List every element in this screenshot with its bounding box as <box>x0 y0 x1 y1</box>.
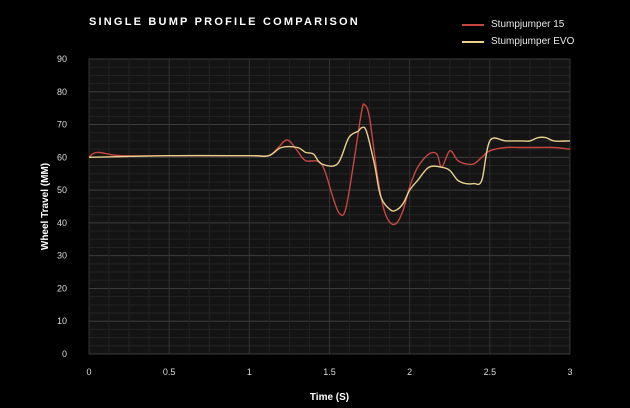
legend-item-series-1: Stumpjumper 15 <box>462 16 574 33</box>
legend-item-series-2: Stumpjumper EVO <box>462 33 574 50</box>
y-tick-label: 70 <box>57 120 67 130</box>
grid <box>88 58 571 355</box>
y-tick-label: 20 <box>57 283 67 293</box>
y-tick-label: 60 <box>57 152 67 162</box>
legend: Stumpjumper 15 Stumpjumper EVO <box>462 16 574 50</box>
tick-labels: 0 10 20 30 40 50 60 70 80 90 0 0.5 1 1.5 2 2.5 3 <box>57 54 573 377</box>
x-tick-label: 2 <box>407 367 412 377</box>
legend-swatch-series-1 <box>462 23 484 26</box>
y-tick-label: 40 <box>57 218 67 228</box>
y-tick-label: 80 <box>57 87 67 97</box>
y-tick-label: 50 <box>57 185 67 195</box>
x-tick-label: 0.5 <box>163 367 176 377</box>
x-axis-label: Time (S) <box>310 392 349 403</box>
x-tick-label: 2.5 <box>484 367 497 377</box>
chart-title: SINGLE BUMP PROFILE COMPARISON <box>89 16 360 28</box>
x-tick-label: 1 <box>247 367 252 377</box>
legend-swatch-series-2 <box>462 40 484 43</box>
y-tick-label: 10 <box>57 316 67 326</box>
x-tick-label: 3 <box>567 367 572 377</box>
y-tick-label: 90 <box>57 54 67 64</box>
y-axis-label: Wheel Travel (MM) <box>40 163 51 250</box>
x-tick-label: 1.5 <box>323 367 336 377</box>
y-tick-label: 30 <box>57 251 67 261</box>
series-line-2 <box>88 126 571 212</box>
legend-label-series-1: Stumpjumper 15 <box>491 19 565 30</box>
y-tick-label: 0 <box>62 349 67 359</box>
x-tick-label: 0 <box>86 367 91 377</box>
series-layer <box>88 103 571 226</box>
legend-label-series-2: Stumpjumper EVO <box>491 36 575 47</box>
